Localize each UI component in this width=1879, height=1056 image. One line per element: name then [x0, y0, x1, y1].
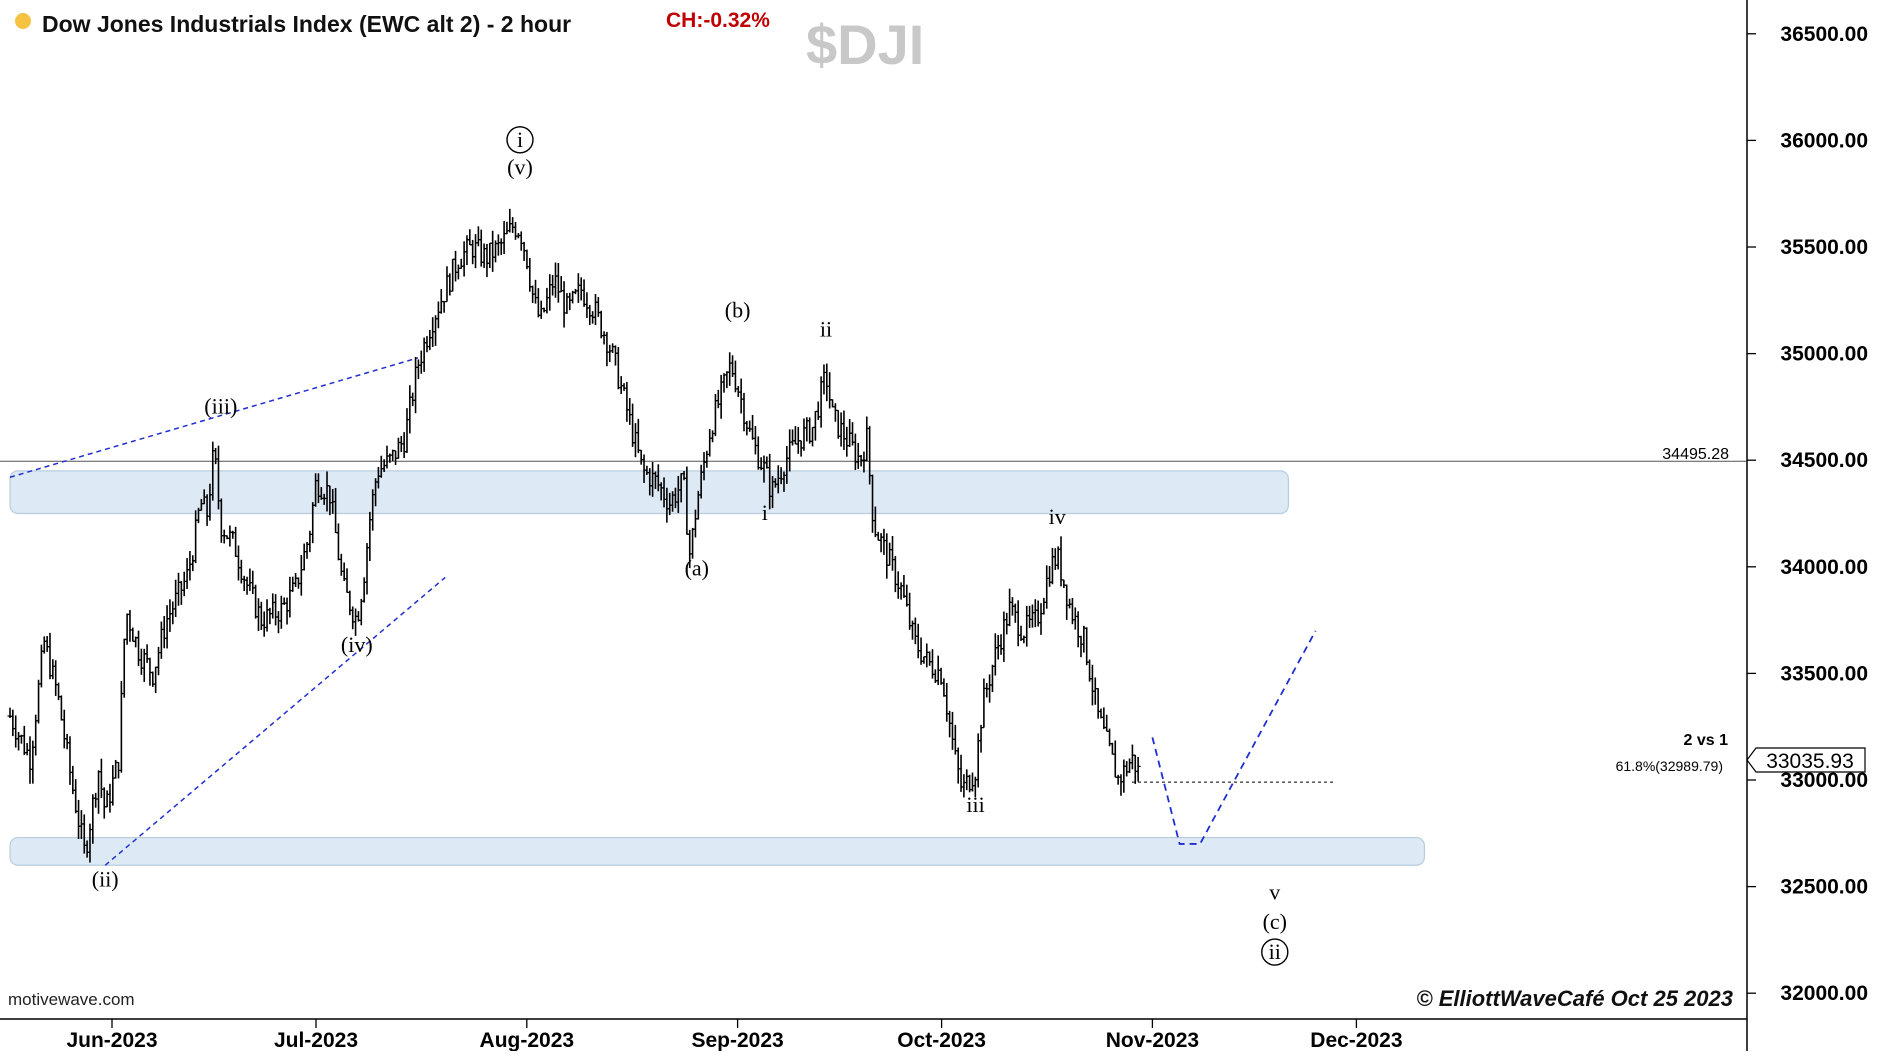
price-tick-label: 36500.00 — [1780, 23, 1868, 46]
wave-label-circle — [1261, 938, 1289, 966]
wave-label: (iv) — [341, 632, 373, 657]
copyright-label: © ElliottWaveCafé Oct 25 2023 — [1416, 986, 1733, 1011]
price-bars — [7, 208, 1141, 863]
price-tick-label: 32500.00 — [1780, 876, 1868, 899]
source-label: motivewave.com — [8, 990, 135, 1009]
wave-label-circle — [506, 126, 534, 154]
lines-layer — [0, 357, 1747, 866]
wave-label: (c) — [1263, 909, 1287, 934]
time-tick-label: Sep-2023 — [691, 1029, 783, 1051]
price-tick-label: 35500.00 — [1780, 236, 1868, 259]
wave-label: (ii) — [92, 867, 119, 892]
chart-title: Dow Jones Industrials Index (EWC alt 2) … — [42, 11, 571, 37]
time-tick-label: Aug-2023 — [480, 1029, 575, 1051]
wave-label: i — [762, 500, 768, 525]
price-tick-label: 33500.00 — [1780, 662, 1868, 685]
fib-title: 2 vs 1 — [1684, 732, 1729, 749]
wave-label: iii — [966, 792, 984, 817]
price-tick-label: 35000.00 — [1780, 343, 1868, 366]
wave-label: iv — [1049, 504, 1066, 529]
price-tick-label: 36000.00 — [1780, 129, 1868, 152]
reference-line-label: 34495.28 — [1662, 446, 1729, 463]
price-tick-label: 34000.00 — [1780, 556, 1868, 579]
wave-label: (b) — [725, 297, 751, 322]
wave-label: (iii) — [204, 393, 237, 418]
wave-label: (v) — [507, 155, 533, 180]
time-tick-label: Oct-2023 — [897, 1029, 986, 1051]
current-price-tag: 33035.93 — [1746, 747, 1866, 773]
price-axis: 32000.00 32500.00 33000.00 33500.00 34000.00… — [1747, 23, 1868, 1005]
time-tick-label: Nov-2023 — [1106, 1029, 1199, 1051]
change-badge: CH:-0.32% — [666, 9, 770, 32]
price-tick-label: 34500.00 — [1780, 449, 1868, 472]
fib-label: 61.8%(32989.79) — [1616, 758, 1723, 774]
projection-path — [1151, 630, 1317, 845]
wave-label: (a) — [685, 555, 709, 580]
time-tick-label: Jun-2023 — [66, 1029, 157, 1051]
trendline-2 — [104, 576, 446, 866]
wave-label: v — [1269, 879, 1280, 904]
price-tick-label: 32000.00 — [1780, 982, 1868, 1005]
wave-label: ii — [1269, 939, 1281, 964]
support-zone-2 — [9, 836, 1426, 866]
time-tick-label: Jul-2023 — [274, 1029, 358, 1051]
symbol-watermark: $DJI — [806, 13, 924, 76]
time-axis: Jun-2023 Jul-2023 Aug-2023 Sep-2023 Oct-2023… — [66, 1019, 1403, 1052]
wave-label: i — [517, 127, 523, 152]
trendline-1 — [9, 357, 419, 478]
current-price-value: 33035.93 — [1766, 750, 1854, 773]
wave-label: ii — [820, 317, 832, 342]
time-tick-label: Dec-2023 — [1310, 1029, 1402, 1051]
status-dot-icon — [15, 13, 31, 29]
price-tick-label: 33000.00 — [1780, 769, 1868, 792]
